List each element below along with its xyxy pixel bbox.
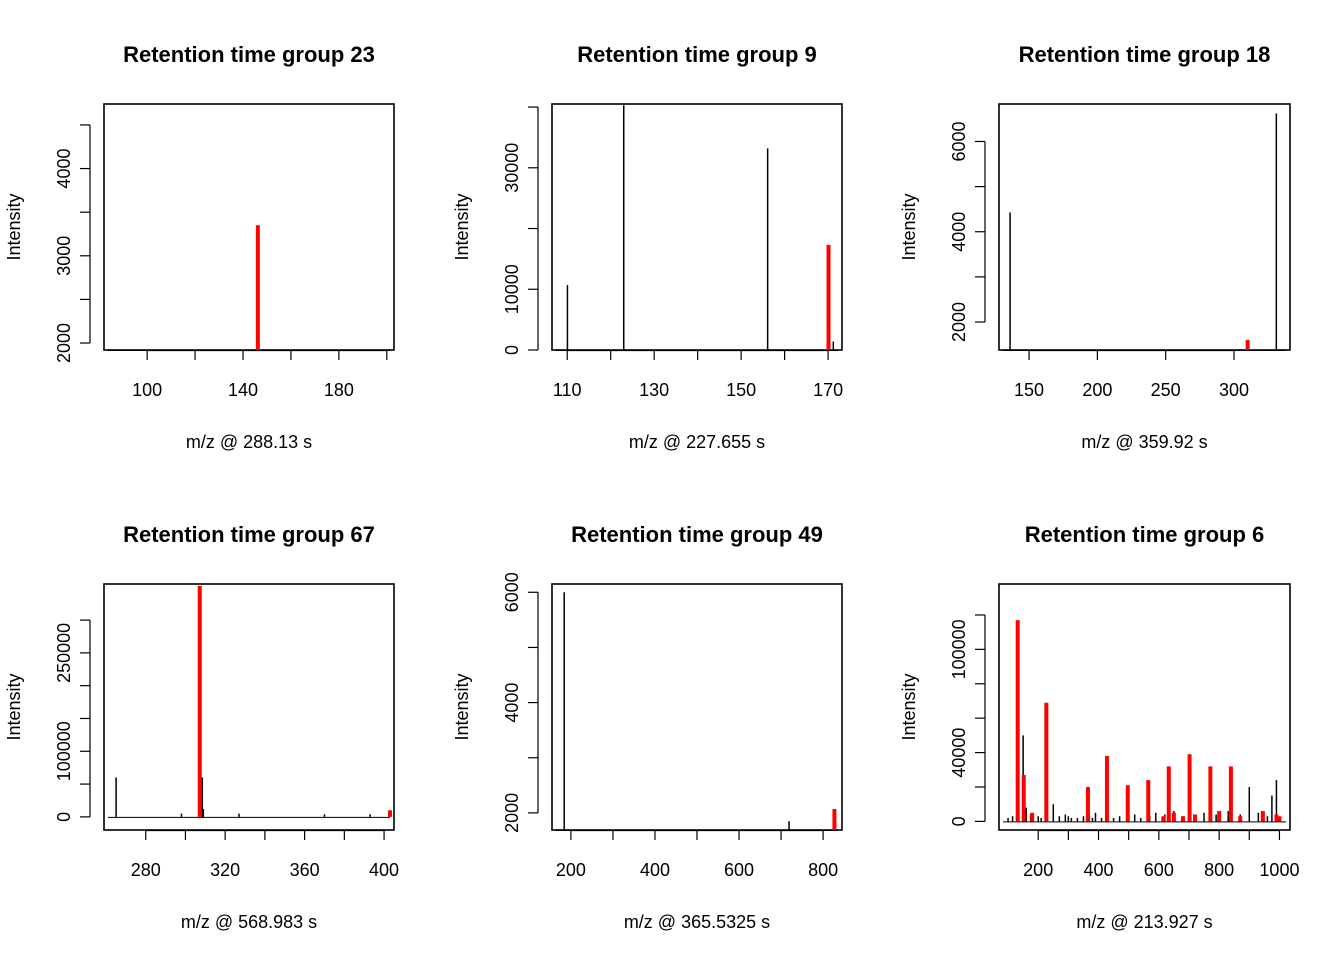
y-tick-label: 0 <box>502 345 522 355</box>
x-tick-label: 200 <box>1023 860 1053 880</box>
x-tick-label: 800 <box>808 860 838 880</box>
chart-title: Retention time group 6 <box>1025 522 1265 547</box>
y-tick-label: 0 <box>54 812 74 822</box>
y-axis-label: Intensity <box>899 673 919 740</box>
x-tick-label: 250 <box>1151 380 1181 400</box>
y-tick-label: 30000 <box>502 143 522 193</box>
y-axis-label: Intensity <box>899 193 919 260</box>
y-tick-label: 250000 <box>54 623 74 683</box>
x-tick-label: 170 <box>813 380 843 400</box>
x-axis-label: m/z @ 288.13 s <box>186 432 312 452</box>
chart-panel-4: Retention time group 67 m/z @ 568.983 s In… <box>4 522 399 932</box>
plot-frame <box>103 583 395 831</box>
y-tick-label: 6000 <box>949 121 969 161</box>
y-tick-label: 4000 <box>949 212 969 252</box>
y-tick-label: 3000 <box>54 236 74 276</box>
plot-frame <box>551 103 843 351</box>
series-1 <box>1009 113 1278 350</box>
chart-title: Retention time group 23 <box>123 42 375 67</box>
y-axis-label: Intensity <box>452 193 472 260</box>
y-tick-label: 40000 <box>949 728 969 778</box>
chart-title: Retention time group 67 <box>123 522 375 547</box>
x-axis-label: m/z @ 213.927 s <box>1076 912 1212 932</box>
chart-title: Retention time group 9 <box>577 42 817 67</box>
x-tick-label: 400 <box>640 860 670 880</box>
x-tick-label: 130 <box>639 380 669 400</box>
series-1 <box>115 777 371 817</box>
chart-title: Retention time group 18 <box>1019 42 1271 67</box>
x-tick-label: 100 <box>132 380 162 400</box>
plot-frame <box>998 583 1291 831</box>
x-tick-label: 600 <box>724 860 754 880</box>
chart-panel-2: Retention time group 9 m/z @ 227.655 s Int… <box>452 42 843 452</box>
y-axis-label: Intensity <box>4 673 24 740</box>
y-tick-label: 2000 <box>54 323 74 363</box>
chart-panel-5: Retention time group 49 m/z @ 365.5325 s I… <box>452 522 843 932</box>
y-axis-label: Intensity <box>4 193 24 260</box>
x-axis-label: m/z @ 365.5325 s <box>624 912 770 932</box>
x-tick-label: 1000 <box>1259 860 1299 880</box>
plot-frame <box>103 103 395 351</box>
y-tick-label: 100000 <box>54 721 74 781</box>
chart-panel-6: Retention time group 6 m/z @ 213.927 s Int… <box>899 522 1299 932</box>
y-tick-label: 4000 <box>502 683 522 723</box>
x-tick-label: 140 <box>228 380 258 400</box>
plot-frame <box>998 103 1291 351</box>
x-tick-label: 800 <box>1204 860 1234 880</box>
x-tick-label: 110 <box>553 380 582 400</box>
series-1 <box>563 592 790 830</box>
series-2 <box>197 585 393 817</box>
x-tick-label: 400 <box>1083 860 1113 880</box>
x-tick-label: 200 <box>1082 380 1112 400</box>
x-axis-label: m/z @ 568.983 s <box>181 912 317 932</box>
x-tick-label: 280 <box>131 860 161 880</box>
x-tick-label: 360 <box>290 860 320 880</box>
chart-panel-1: Retention time group 23 m/z @ 288.13 s Int… <box>4 42 395 452</box>
x-tick-label: 600 <box>1144 860 1174 880</box>
y-tick-label: 2000 <box>502 793 522 833</box>
series-2 <box>1015 620 1282 822</box>
y-tick-label: 2000 <box>949 302 969 342</box>
chart-title: Retention time group 49 <box>571 522 823 547</box>
series-1 <box>566 105 835 350</box>
x-tick-label: 200 <box>556 860 586 880</box>
x-tick-label: 300 <box>1219 380 1249 400</box>
x-tick-label: 180 <box>324 380 354 400</box>
y-tick-label: 0 <box>949 816 969 826</box>
x-tick-label: 320 <box>210 860 240 880</box>
x-tick-label: 400 <box>369 860 399 880</box>
y-tick-label: 6000 <box>502 572 522 612</box>
plot-frame <box>551 583 843 831</box>
y-axis-label: Intensity <box>452 673 472 740</box>
x-axis-label: m/z @ 359.92 s <box>1081 432 1207 452</box>
x-tick-label: 150 <box>1014 380 1044 400</box>
y-tick-label: 4000 <box>54 149 74 189</box>
y-tick-label: 100000 <box>949 619 969 679</box>
x-axis-label: m/z @ 227.655 s <box>629 432 765 452</box>
chart-panel-3: Retention time group 18 m/z @ 359.92 s Int… <box>899 42 1291 452</box>
y-tick-label: 10000 <box>502 264 522 314</box>
x-tick-label: 150 <box>726 380 756 400</box>
